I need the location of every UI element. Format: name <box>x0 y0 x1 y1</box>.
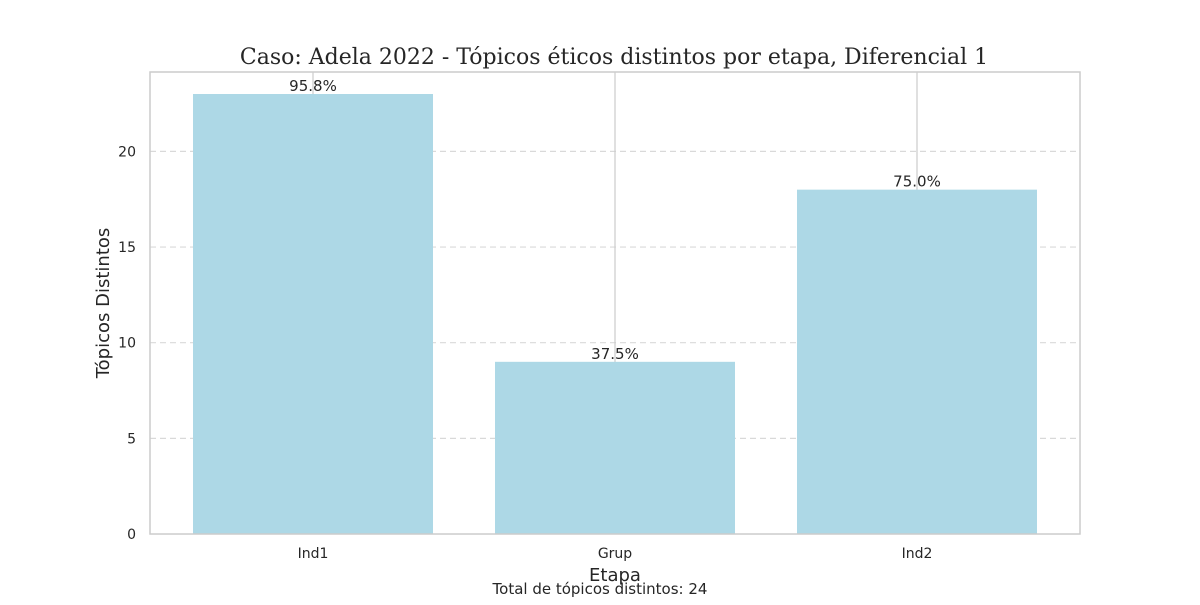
plot-frame <box>149 71 1081 535</box>
data-labels-layer: 95.8% 37.5% 75.0% <box>289 77 941 363</box>
x-axis-label: Etapa <box>589 565 641 586</box>
data-label: 37.5% <box>591 345 639 363</box>
x-tick-label: Grup <box>598 546 632 562</box>
y-axis-label: Tópicos Distintos <box>93 228 114 380</box>
x-tick-label: Ind2 <box>902 546 933 562</box>
bar-grup <box>495 361 735 534</box>
y-tick-label: 5 <box>127 431 136 447</box>
bars-layer <box>193 94 1037 535</box>
x-tick-label: Ind1 <box>298 546 329 562</box>
footer-note: Total de tópicos distintos: 24 <box>492 580 708 598</box>
data-label: 95.8% <box>289 77 337 95</box>
y-tick-label: 15 <box>118 240 136 256</box>
y-tick-label: 10 <box>118 336 136 352</box>
y-tick-label: 0 <box>127 527 136 543</box>
chart-title: Caso: Adela 2022 - Tópicos éticos distin… <box>240 45 988 70</box>
bar-ind1 <box>193 94 433 534</box>
bar-ind2 <box>797 189 1037 535</box>
data-label: 75.0% <box>893 173 941 191</box>
y-tick-label: 20 <box>118 144 136 160</box>
ticks-layer: 0 5 10 15 20 Ind1 Grup Ind2 <box>118 144 932 562</box>
